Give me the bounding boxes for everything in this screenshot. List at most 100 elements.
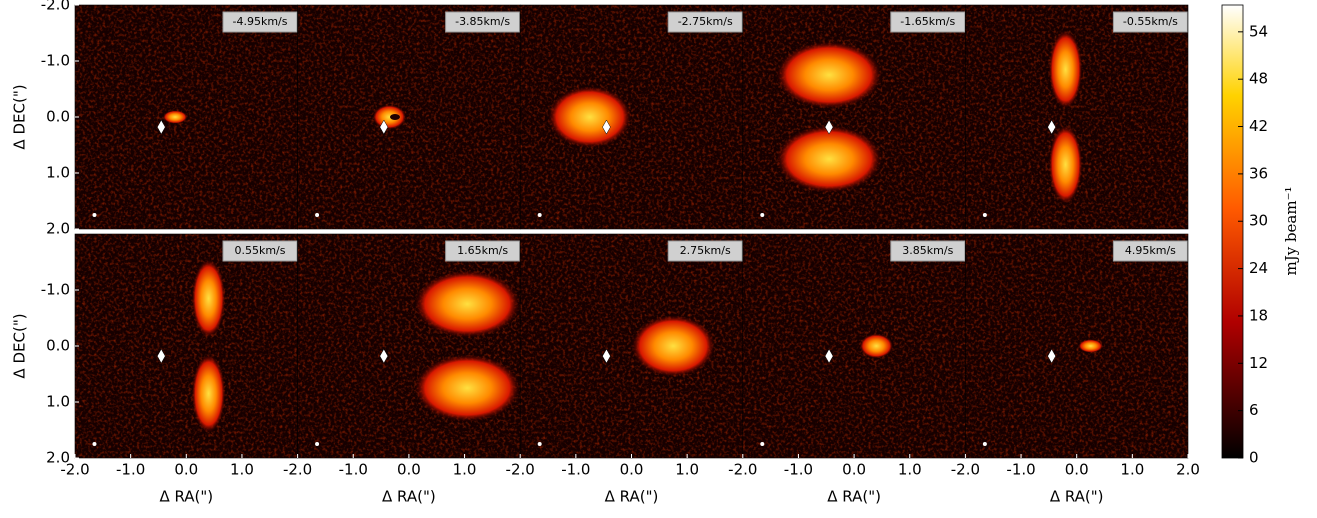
x-tick-label: 0.0 <box>397 461 421 479</box>
label-box <box>445 11 521 33</box>
noise <box>742 5 966 229</box>
colorbar-tick-label: 30 <box>1249 212 1268 230</box>
x-tick-label: 1.0 <box>230 461 254 479</box>
star-marker <box>602 348 611 364</box>
emission <box>162 110 188 124</box>
emission <box>776 125 882 193</box>
label-box <box>1112 240 1188 262</box>
beam <box>92 442 97 446</box>
beam <box>760 442 765 446</box>
label-box <box>1112 11 1188 33</box>
beam <box>315 442 320 446</box>
x-axis-label: Δ RA(") <box>1050 488 1104 506</box>
star-marker <box>1047 119 1056 135</box>
velocity-label: 3.85km/s <box>902 244 953 257</box>
emission <box>1048 30 1083 109</box>
emission <box>414 270 521 338</box>
noise <box>75 234 298 458</box>
emission <box>414 354 521 422</box>
velocity-label: 0.55km/s <box>234 244 285 257</box>
emission <box>548 86 632 148</box>
y-tick-label: 2.0 <box>46 449 70 467</box>
label-box <box>222 11 298 33</box>
label-box <box>667 240 743 262</box>
star-marker <box>379 348 389 364</box>
x-tick-label: -2.0 <box>283 461 312 479</box>
x-tick-label: 0.0 <box>620 461 644 479</box>
noise <box>965 5 1188 229</box>
emission <box>1048 125 1083 204</box>
plot-area: -4.95km/s -2.0 -1.0 0.0 1.0 2.0 Δ DEC(") -3.85k… <box>11 0 1301 506</box>
emission <box>631 315 715 377</box>
panel-frame <box>965 4 1189 230</box>
x-tick-label: 1.0 <box>453 461 477 479</box>
emission-hole <box>389 114 400 120</box>
velocity-label: 4.95km/s <box>1125 244 1176 257</box>
y-tick-label: 0.0 <box>46 337 70 355</box>
label-box <box>667 11 743 33</box>
velocity-label: 2.75km/s <box>680 244 731 257</box>
x-axis-label: Δ RA(") <box>827 488 881 506</box>
label-box <box>445 240 521 262</box>
velocity-label: 1.65km/s <box>457 244 508 257</box>
colorbar-tick-label: 12 <box>1249 354 1268 372</box>
noise <box>742 234 966 458</box>
emission <box>859 333 894 359</box>
colorbar-tick-label: 24 <box>1249 259 1268 277</box>
colorbar-label: mJy beam⁻¹ <box>1282 186 1300 275</box>
y-tick-label: -2.0 <box>41 0 70 14</box>
star-marker <box>1047 348 1056 364</box>
colorbar-tick-label: 48 <box>1249 70 1268 88</box>
x-axis-label: Δ RA(") <box>605 488 659 506</box>
x-axis-label: Δ RA(") <box>159 488 213 506</box>
star-marker <box>824 119 834 135</box>
velocity-label: -1.65km/s <box>900 15 955 28</box>
beam <box>537 213 542 217</box>
emission <box>372 104 407 130</box>
noise <box>297 234 521 458</box>
y-tick-label: 1.0 <box>46 393 70 411</box>
noise <box>965 234 1188 458</box>
x-tick-label: -1.0 <box>339 461 368 479</box>
label-box <box>890 11 966 33</box>
x-tick-label: -1.0 <box>1006 461 1035 479</box>
colorbar-tick-label: 36 <box>1249 164 1268 182</box>
y-tick-label: -1.0 <box>41 52 70 70</box>
beam <box>982 213 987 217</box>
beam <box>760 213 765 217</box>
star-marker <box>156 348 166 364</box>
velocity-label: -0.55km/s <box>1123 15 1178 28</box>
x-tick-label: 1.0 <box>675 461 699 479</box>
x-tick-label: -1.0 <box>784 461 813 479</box>
x-tick-label: 0.0 <box>174 461 198 479</box>
colorbar-tick-label: 0 <box>1249 449 1259 467</box>
beam <box>315 213 320 217</box>
beam <box>537 442 542 446</box>
x-tick-label: 2.0 <box>1176 461 1200 479</box>
label-box <box>890 240 966 262</box>
emission <box>191 354 226 433</box>
colorbar-tick-label: 6 <box>1249 401 1259 419</box>
x-tick-label: 0.0 <box>1065 461 1089 479</box>
colorbar-tick-label: 42 <box>1249 117 1268 135</box>
x-tick-label: 1.0 <box>898 461 922 479</box>
x-tick-label: -2.0 <box>951 461 980 479</box>
label-box <box>222 240 298 262</box>
colorbar-tick-label: 54 <box>1249 22 1268 40</box>
star-marker <box>379 119 389 135</box>
y-tick-label: 0.0 <box>46 108 70 126</box>
emission <box>1078 339 1103 353</box>
noise <box>297 5 521 229</box>
colorbar-tick-label: 18 <box>1249 306 1268 324</box>
x-tick-label: -2.0 <box>506 461 535 479</box>
y-tick-label: 2.0 <box>46 220 70 238</box>
x-tick-label: -1.0 <box>561 461 590 479</box>
y-axis-label: Δ DEC(") <box>11 313 29 378</box>
x-tick-label: 0.0 <box>842 461 866 479</box>
emission <box>191 259 226 338</box>
velocity-label: -2.75km/s <box>678 15 733 28</box>
x-tick-label: -1.0 <box>116 461 145 479</box>
velocity-label: -4.95km/s <box>233 15 288 28</box>
y-tick-label: 1.0 <box>46 164 70 182</box>
